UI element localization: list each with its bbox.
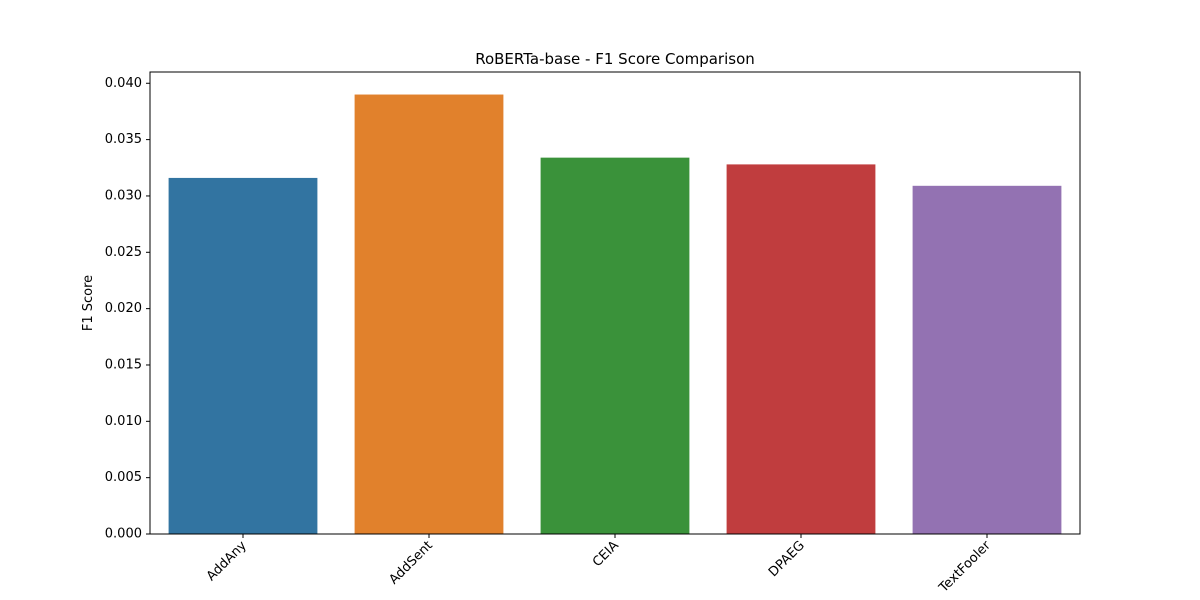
chart-title: RoBERTa-base - F1 Score Comparison [475,50,755,68]
y-tick-label: 0.030 [105,188,142,203]
x-tick-label: CEIA [590,538,622,570]
x-tick-label: AddSent [386,538,435,587]
y-tick-label: 0.040 [105,76,142,91]
y-axis-title: F1 Score [81,275,96,331]
y-axis: 0.000 0.005 0.010 0.015 0.020 0.025 0.030 0.035… [105,76,150,542]
y-tick-label: 0.015 [105,357,142,372]
bar-textfooler [912,185,1062,534]
y-tick-label: 0.010 [105,414,142,429]
y-tick-label: 0.000 [105,527,142,542]
bar-dpaeg [726,164,876,534]
x-tick-label: TextFooler [936,538,995,597]
x-tick-label: DPAEG [766,538,808,580]
y-tick-label: 0.025 [105,245,142,260]
bar-ceia [540,157,690,534]
bar-addsent [354,94,504,534]
bars-group [168,94,1062,535]
x-tick-label: AddAny [204,538,250,584]
x-axis: AddAny AddSent CEIA DPAEG TextFooler [204,534,994,596]
plot-frame [149,71,1081,535]
y-tick-label: 0.020 [105,301,142,316]
bar-addany [168,177,318,535]
y-tick-label: 0.005 [105,470,142,485]
y-tick-label: 0.035 [105,132,142,147]
